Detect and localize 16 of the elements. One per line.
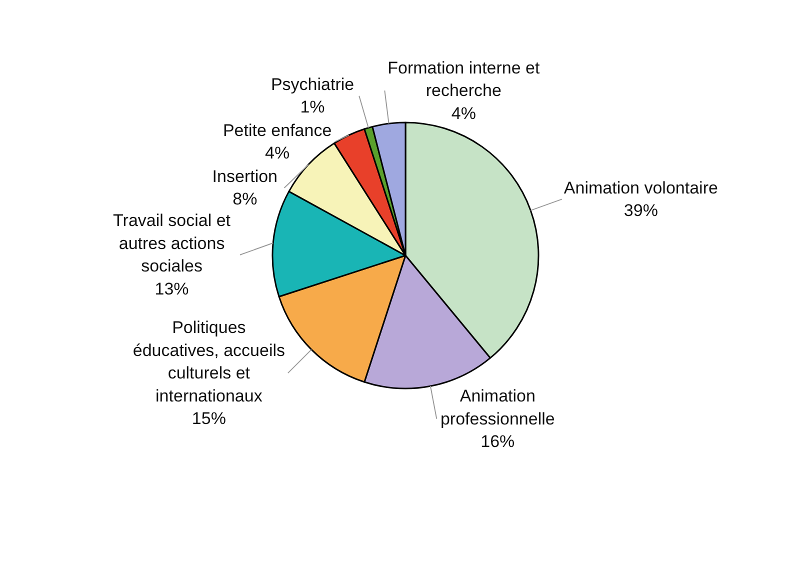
slice-label: Animation volontaire bbox=[564, 178, 718, 198]
data-label: 15% bbox=[192, 409, 226, 428]
data-label: 16% bbox=[480, 432, 515, 452]
slice-label: Animation professionnelle bbox=[440, 386, 555, 428]
data-label: 4% bbox=[265, 144, 290, 163]
data-label: 4% bbox=[451, 104, 476, 123]
slice-label: Insertion bbox=[212, 166, 278, 186]
slice-label: Psychiatrie bbox=[270, 74, 354, 94]
data-label: 1% bbox=[300, 98, 325, 117]
slice-label: Politiques éducatives, accueils culturels et internationaux bbox=[132, 318, 286, 406]
slice-label: Formation interne et recherche bbox=[388, 58, 540, 100]
slice-label: Travail social et autres actions sociales bbox=[113, 211, 231, 276]
data-label: 8% bbox=[232, 190, 258, 209]
data-label: 13% bbox=[154, 280, 189, 299]
slice-label: Petite enfance bbox=[222, 120, 332, 140]
data-label: 39% bbox=[624, 201, 658, 220]
